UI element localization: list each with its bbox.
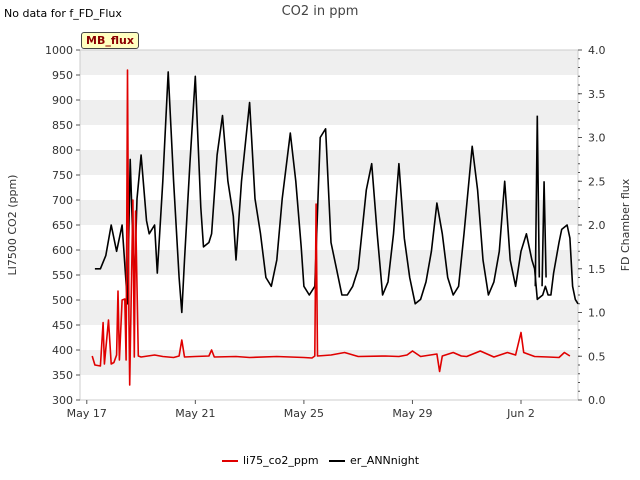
y-tick-label-left: 750 [52,169,73,182]
x-tick-label: May 25 [284,407,324,420]
y-axis-label-right: FD Chamber flux [619,178,632,271]
grid-band [80,100,578,125]
grid-band [80,50,578,75]
y-tick-label-right: 3.0 [588,132,606,145]
mb-flux-tag: MB_flux [81,32,139,49]
y-tick-label-left: 850 [52,119,73,132]
y-tick-label-left: 1000 [45,44,73,57]
y-tick-label-left: 500 [52,294,73,307]
y-tick-label-right: 1.0 [588,307,606,320]
series-line-er-annnight [94,71,579,314]
y-tick-label-left: 400 [52,344,73,357]
grid-band [80,150,578,175]
y-tick-label-left: 300 [52,394,73,407]
grid-band [80,250,578,275]
y-tick-label-left: 350 [52,369,73,382]
y-tick-label-right: 4.0 [588,44,606,57]
series-layer [91,69,579,386]
legend-swatch-red [222,460,238,462]
left-axis: 300 350 400 450 500 550 600 650 700 750 800 850 900 9… [45,44,80,407]
y-tick-label-left: 900 [52,94,73,107]
y-axis-label-left: LI7500 CO2 (ppm) [6,175,19,276]
y-tick-label-right: 3.5 [588,88,606,101]
series-spike-er-annnight [541,181,547,287]
y-tick-label-right: 2.5 [588,175,606,188]
y-tick-label-right: 1.5 [588,263,606,276]
chart-title: CO2 in ppm [281,4,359,19]
y-tick-label-right: 0.0 [588,394,606,407]
y-tick-label-left: 600 [52,244,73,257]
y-tick-label-left: 800 [52,144,73,157]
x-tick-label: May 17 [67,407,107,420]
legend-label-li75: li75_co2_ppm [243,454,319,467]
y-tick-label-right: 0.5 [588,350,606,363]
grid-band [80,300,578,325]
series-spike-er-annnight [534,115,541,287]
y-tick-label-left: 450 [52,319,73,332]
x-tick-label: May 29 [392,407,432,420]
x-tick-label: May 21 [175,407,215,420]
legend-swatch-black [329,460,345,462]
legend-label-er-annnight: er_ANNnight [350,454,420,467]
grid-band [80,350,578,375]
series-line-li75-co2-ppm [91,69,571,386]
y-tick-label-left: 650 [52,219,73,232]
right-axis: 0.0 0.5 1.0 1.5 2.0 2.5 3.0 3.5 4.0 [578,44,606,407]
y-tick-label-left: 950 [52,69,73,82]
y-tick-label-left: 700 [52,194,73,207]
no-data-status: No data for f_FD_Flux [4,7,122,20]
y-tick-label-left: 550 [52,269,73,282]
x-axis: May 17 May 21 May 25 May 29 Jun 2 [67,400,535,420]
y-tick-label-right: 2.0 [588,219,606,232]
x-tick-label: Jun 2 [506,407,535,420]
